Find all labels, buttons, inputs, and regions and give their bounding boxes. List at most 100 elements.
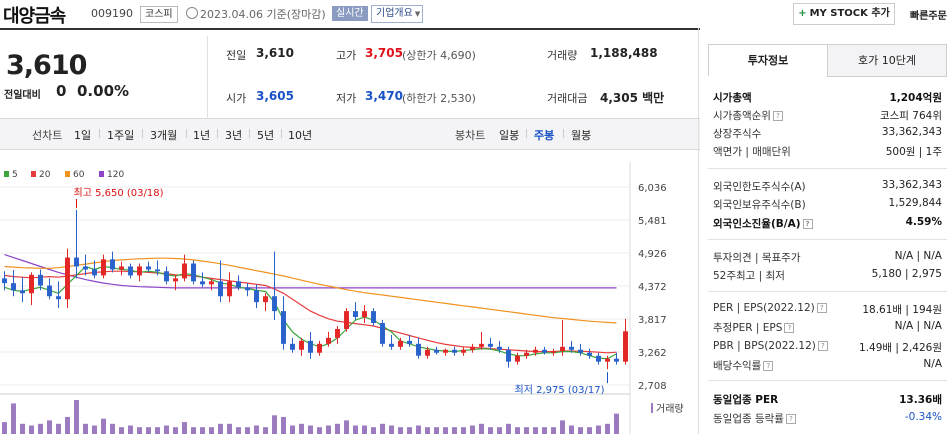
volume-bar (164, 425, 169, 434)
amount-label: 거래대금 (547, 92, 588, 105)
candle-body (20, 290, 25, 294)
line-chart-label: 선차트 (32, 129, 63, 142)
stock-code: 009190 (91, 7, 133, 20)
volume-bar (65, 417, 70, 434)
info-label: 시가총액 (713, 92, 752, 104)
candle-body (128, 266, 133, 276)
info-label: 외국인보유주식수(B) (713, 199, 806, 211)
help-icon[interactable]: ? (763, 361, 774, 371)
tabs-divider (0, 118, 700, 119)
candle-body (146, 266, 151, 270)
add-mystock-button[interactable]: + MY STOCK 추가 (793, 3, 895, 25)
y-tick-label: 3,262 (638, 348, 667, 359)
info-separator (708, 239, 947, 240)
volume-bar (578, 427, 583, 434)
candle-body (551, 350, 556, 353)
tab-separator (186, 129, 187, 138)
help-icon[interactable]: ? (802, 219, 813, 229)
volume-bar (173, 427, 178, 434)
legend-label: 20 (39, 170, 51, 180)
volume-bar (47, 420, 52, 434)
candle-body (74, 257, 79, 267)
volume-value: 1,188,488 (590, 46, 658, 60)
y-tick-label: 3,817 (638, 315, 667, 326)
candle-body (317, 343, 322, 353)
tab-separator (526, 129, 527, 138)
candle-body (245, 287, 250, 291)
candle-body (542, 349, 547, 353)
high-value: 3,705 (365, 46, 403, 60)
tab-investment-info[interactable]: 투자정보 (708, 44, 828, 76)
candle-body (623, 331, 628, 362)
volume-bar (533, 427, 538, 434)
volume-bar (83, 423, 88, 434)
volume-bar (74, 400, 79, 434)
tab-3m[interactable]: 3개월 (150, 129, 178, 142)
legend-swatch (65, 171, 70, 177)
tab-5y[interactable]: 5년 (257, 129, 275, 142)
volume-bar (101, 418, 106, 434)
candle-body (470, 346, 475, 350)
info-label: 동일업종 등락률? (713, 411, 796, 426)
candle-body (569, 346, 574, 350)
realtime-button[interactable]: 실시간 (332, 6, 368, 21)
info-label: 투자의견 | 목표주가 (713, 252, 801, 264)
info-value: 33,362,343 (881, 179, 942, 191)
candle-body (101, 259, 106, 276)
open-label: 시가 (226, 92, 247, 105)
candle-body (461, 349, 466, 353)
ma120-line (4, 254, 617, 289)
info-value: 4.59% (905, 216, 942, 228)
info-value: 33,362,343 (881, 126, 942, 138)
help-icon[interactable]: ? (817, 341, 828, 351)
info-row: 52주최고 | 최저 5,180 | 2,975 (713, 266, 942, 285)
info-row: 외국인소진율(B/A)? 4.59% (713, 214, 942, 233)
help-icon[interactable]: ? (772, 111, 783, 121)
volume-bar (191, 427, 196, 434)
info-row: 동일업종 등락률? -0.34% (713, 409, 942, 428)
info-value: 1.49배 | 2,426원 (859, 342, 942, 354)
company-info-dropdown[interactable]: 기업개요 ▼ (371, 5, 424, 23)
volume-bar (110, 423, 115, 434)
price-chart[interactable]: 6,036 5,481 4,926 4,372 3,817 3,262 2,708 5 20 60… (0, 162, 697, 434)
help-icon[interactable]: ? (785, 414, 796, 424)
quick-order-link[interactable]: 빠른주문 (910, 11, 947, 22)
period-tab-bar (0, 119, 700, 150)
volume-bar (398, 427, 403, 434)
legend-swatch (99, 171, 104, 177)
candle-body (587, 352, 592, 356)
company-info-label: 기업개요 (376, 8, 413, 19)
volume-bar (254, 425, 259, 434)
tab-10y[interactable]: 10년 (288, 129, 313, 142)
tab-1y[interactable]: 1년 (193, 129, 211, 142)
volume-bar (488, 427, 493, 434)
info-row: 외국인보유주식수(B) 1,529,844 (713, 195, 942, 214)
candle-body (200, 281, 205, 285)
high-label: 고가 (336, 49, 357, 62)
volume-bar (290, 425, 295, 434)
tab-monthly[interactable]: 월봉 (571, 129, 592, 142)
candle-body (389, 343, 394, 347)
info-label: 액면가 | 매매단위 (713, 146, 791, 158)
candle-body (434, 349, 439, 353)
volume-bar (452, 427, 457, 434)
help-icon[interactable]: ? (816, 303, 827, 313)
tab-1d[interactable]: 1일 (74, 129, 92, 142)
volume-bar (299, 423, 304, 434)
tab-separator (142, 129, 143, 138)
volume-bar (389, 425, 394, 434)
y-tick-label: 2,708 (638, 381, 667, 392)
tab-3y[interactable]: 3년 (225, 129, 243, 142)
candle-body (191, 263, 196, 282)
volume-label: 거래량 (656, 403, 684, 415)
tab-daily[interactable]: 일봉 (499, 129, 520, 142)
market-badge: 코스피 (140, 6, 178, 23)
tab-1w[interactable]: 1주일 (107, 129, 135, 142)
prev-close-label: 전일 (226, 49, 247, 62)
help-icon[interactable]: ? (784, 323, 795, 333)
volume-bar (515, 427, 520, 434)
tab-order-book-10[interactable]: 호가 10단계 (827, 44, 947, 77)
tab-weekly[interactable]: 주봉 (534, 129, 555, 142)
stock-name: 대양금속 (3, 6, 66, 27)
info-value: 13.36배 (899, 394, 942, 406)
